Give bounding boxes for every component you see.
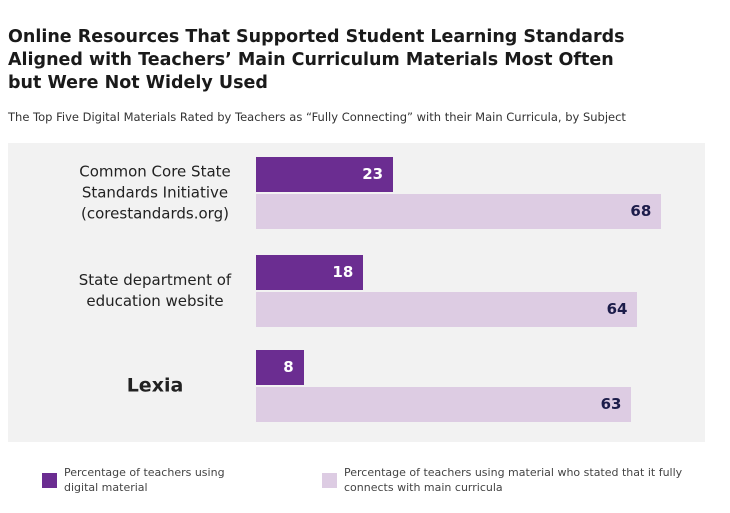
legend-label: Percentage of teachers using material wh… [344,466,683,494]
chart-subtitle: The Top Five Digital Materials Rated by … [8,110,626,124]
legend-label: Percentage of teachers using digital mat… [64,466,225,494]
legend-swatch [322,473,337,488]
category-label: State department of education website [78,271,232,310]
legend-swatch [42,473,57,488]
value-label: 8 [283,358,294,376]
value-label: 18 [332,263,354,281]
value-label: 68 [630,202,652,220]
bar [256,157,394,192]
bar [256,292,638,327]
value-label: 23 [362,165,384,183]
bar [256,194,662,229]
bar [256,255,364,290]
chart-title: Online Resources That Supported Student … [8,27,625,93]
category-label: Common Core State Standards Initiative (… [79,162,231,223]
bar [256,387,632,422]
value-label: 64 [606,300,628,318]
value-label: 63 [600,395,622,413]
category-label: Lexia [126,374,184,397]
bar [256,350,304,385]
